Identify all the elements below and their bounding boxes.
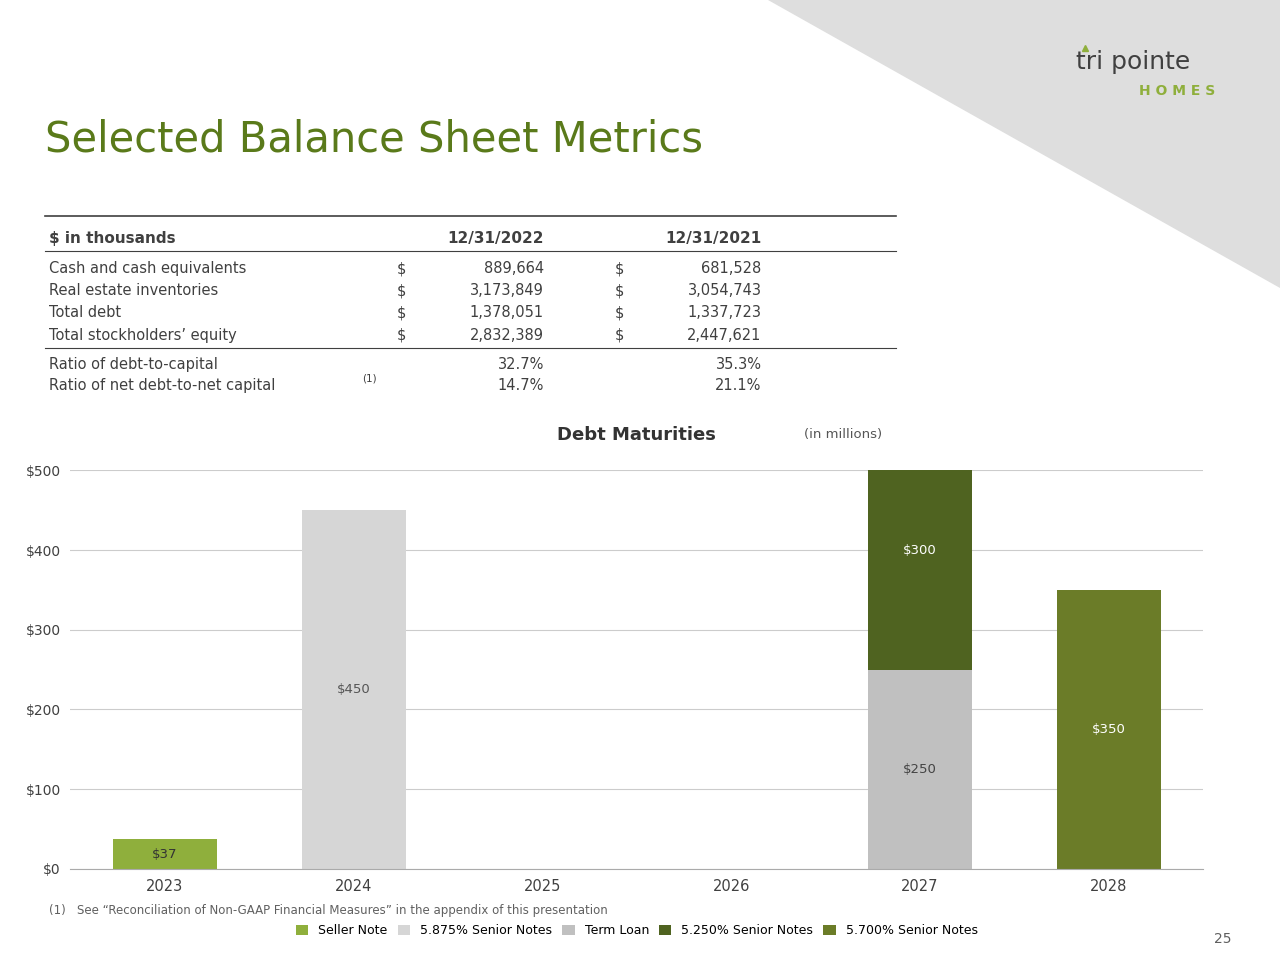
Text: 14.7%: 14.7% [498,378,544,394]
Legend: Seller Note, 5.875% Senior Notes, Term Loan, 5.250% Senior Notes, 5.700% Senior : Seller Note, 5.875% Senior Notes, Term L… [291,920,983,942]
Polygon shape [768,0,1280,288]
Text: 32.7%: 32.7% [498,357,544,372]
Text: Cash and cash equivalents: Cash and cash equivalents [49,261,246,276]
Bar [302,511,406,869]
Text: 2,447,621: 2,447,621 [687,327,762,343]
Text: $: $ [614,261,623,276]
Text: 25: 25 [1213,932,1231,946]
Text: (1): (1) [362,373,376,383]
Text: Total debt: Total debt [49,305,120,321]
Text: 889,664: 889,664 [484,261,544,276]
Text: Debt Maturities: Debt Maturities [557,426,716,444]
Text: $: $ [614,305,623,321]
Text: $: $ [614,283,623,299]
Text: 12/31/2021: 12/31/2021 [666,230,762,246]
Text: $350: $350 [1092,723,1125,736]
Bar [113,839,216,869]
Text: 3,054,743: 3,054,743 [687,283,762,299]
Text: $300: $300 [904,543,937,557]
Text: $37: $37 [152,848,178,860]
Text: 1,378,051: 1,378,051 [470,305,544,321]
Text: Real estate inventories: Real estate inventories [49,283,218,299]
Text: Ratio of debt-to-capital: Ratio of debt-to-capital [49,357,218,372]
Text: $: $ [397,327,406,343]
Text: H O M E S: H O M E S [1139,84,1216,98]
Text: 35.3%: 35.3% [716,357,762,372]
Bar [868,430,972,670]
Text: $: $ [614,327,623,343]
Text: $: $ [397,283,406,299]
Text: $ in thousands: $ in thousands [49,230,175,246]
Text: tri pointe: tri pointe [1075,50,1190,75]
Text: (1)   See “Reconciliation of Non-GAAP Financial Measures” in the appendix of thi: (1) See “Reconciliation of Non-GAAP Fina… [49,903,608,917]
Text: 21.1%: 21.1% [716,378,762,394]
Text: $450: $450 [337,683,370,696]
Text: $: $ [397,261,406,276]
Text: $250: $250 [904,762,937,776]
Text: (in millions): (in millions) [804,428,882,442]
Text: 2,832,389: 2,832,389 [470,327,544,343]
Bar [868,670,972,869]
Text: Selected Balance Sheet Metrics: Selected Balance Sheet Metrics [45,118,703,160]
Text: 681,528: 681,528 [701,261,762,276]
Text: 1,337,723: 1,337,723 [687,305,762,321]
Text: Total stockholders’ equity: Total stockholders’ equity [49,327,237,343]
Text: $: $ [397,305,406,321]
Text: Ratio of net debt-to-net capital: Ratio of net debt-to-net capital [49,378,275,394]
Text: 3,173,849: 3,173,849 [470,283,544,299]
Text: 12/31/2022: 12/31/2022 [448,230,544,246]
Bar [1057,589,1161,869]
